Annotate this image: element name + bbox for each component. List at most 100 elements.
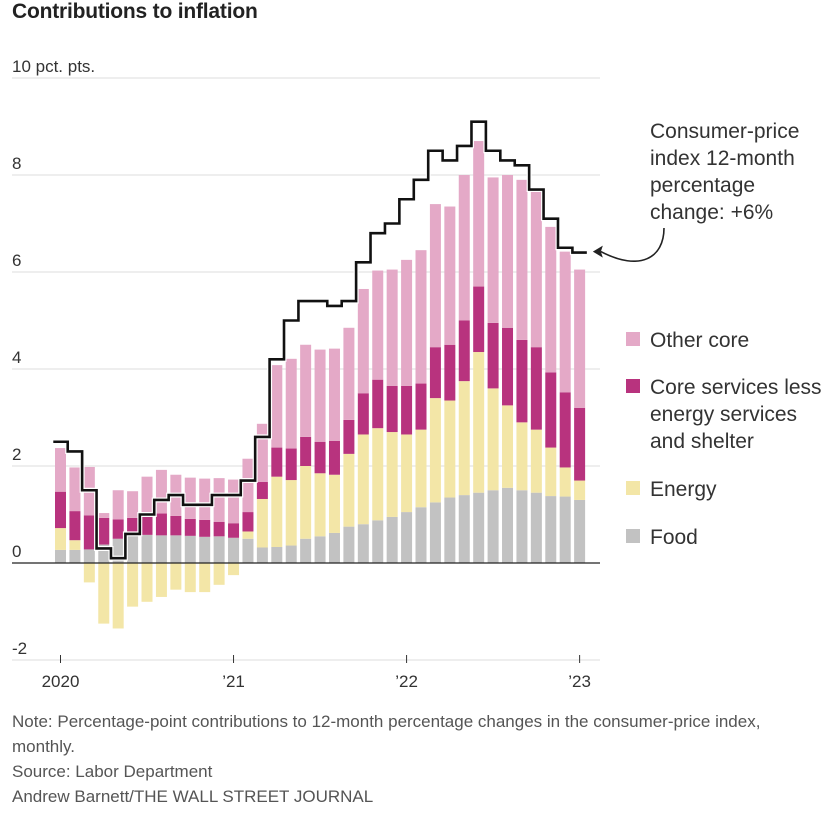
bar-segment — [300, 436, 312, 466]
bar-segment — [98, 563, 110, 624]
bar-segment — [141, 515, 153, 535]
bar-segment — [127, 563, 139, 607]
bar-segment — [155, 513, 167, 536]
bar-segment — [256, 482, 268, 499]
cpi-total-line — [53, 119, 587, 561]
bar-segment — [415, 507, 427, 563]
bar-segment — [242, 531, 254, 539]
bar-segment — [559, 392, 571, 468]
bar-segment — [285, 480, 297, 546]
bar-segment — [473, 492, 485, 563]
bar-segment — [112, 519, 124, 539]
bar-segment — [256, 498, 268, 548]
bar-segment — [545, 447, 557, 497]
bar-segment — [228, 479, 240, 524]
bar-segment — [228, 563, 240, 576]
bar-segment — [300, 466, 312, 539]
bar-segment — [83, 549, 95, 563]
bar-segment — [271, 546, 283, 563]
bar-segment — [516, 490, 528, 563]
y-tick-label: 0 — [12, 542, 21, 561]
y-tick-label: 10 pct. pts. — [12, 57, 95, 76]
bar-segment — [127, 491, 139, 518]
bar-segment — [429, 347, 441, 399]
legend-label: Energy — [650, 478, 717, 501]
bar-segment — [141, 534, 153, 563]
bar-segment — [314, 536, 326, 563]
bar-segment — [328, 474, 340, 533]
legend-swatch — [626, 481, 640, 495]
bar-segment — [530, 492, 542, 563]
bar-segment — [112, 563, 124, 629]
x-tick-label: ’23 — [568, 672, 591, 691]
y-tick-label: -2 — [12, 639, 27, 658]
bar-segment — [328, 348, 340, 441]
bar-segment — [386, 269, 398, 386]
bar-segment — [69, 540, 81, 550]
bar-segment — [256, 423, 268, 483]
bar-segment — [213, 536, 225, 563]
bar-segment — [502, 175, 514, 328]
bar-segment — [559, 467, 571, 497]
bar-segment — [184, 535, 196, 563]
bar-segment — [530, 347, 542, 430]
bar-segment — [141, 563, 153, 602]
bar-segment — [444, 206, 456, 345]
bar-segment — [155, 563, 167, 597]
bar-segment — [530, 429, 542, 493]
legend-swatch — [626, 379, 640, 393]
bar-segment — [199, 563, 211, 593]
bar-segment — [487, 490, 499, 563]
bars — [55, 141, 586, 629]
bar-segment — [314, 473, 326, 537]
annotation-arrowhead — [592, 245, 603, 258]
bar-segment — [271, 447, 283, 477]
bar-segment — [98, 517, 110, 545]
bar-segment — [516, 339, 528, 423]
x-tick-label: ’21 — [222, 672, 245, 691]
bar-segment — [184, 563, 196, 593]
bar-segment — [256, 547, 268, 563]
bar-segment — [458, 381, 470, 496]
legend-label: Core services less — [650, 376, 822, 399]
y-axis-ticks: 10 pct. pts. 8 6 4 2 0 -2 — [12, 57, 95, 658]
cpi-line — [53, 120, 587, 560]
bar-segment — [184, 518, 196, 536]
annotation-line: change: +6% — [650, 201, 773, 224]
annotation-arrow — [600, 227, 665, 262]
bar-segment — [343, 419, 355, 454]
x-tick-label: 2020 — [42, 672, 80, 691]
bar-segment — [429, 502, 441, 563]
bar-segment — [300, 538, 312, 563]
legend-swatch — [626, 529, 640, 543]
x-tick-label: ’22 — [395, 672, 418, 691]
bar-segment — [285, 358, 297, 449]
bar-segment — [55, 549, 66, 563]
bar-segment — [574, 480, 586, 500]
bar-segment — [444, 400, 456, 498]
bar-segment — [502, 405, 514, 488]
annotation-line: index 12-month — [650, 147, 795, 170]
bar-segment — [343, 453, 355, 527]
bar-segment — [55, 448, 66, 492]
bar-segment — [199, 536, 211, 563]
bar-segment — [502, 487, 514, 563]
chart-notes: Note: Percentage-point contributions to … — [12, 709, 812, 809]
bar-segment — [228, 523, 240, 538]
y-tick-label: 8 — [12, 154, 21, 173]
bar-segment — [545, 496, 557, 563]
bar-segment — [429, 398, 441, 503]
annotation-line: percentage — [650, 174, 755, 197]
bar-segment — [285, 448, 297, 481]
bar-segment — [112, 538, 124, 563]
bar-segment — [357, 434, 369, 525]
bar-segment — [357, 288, 369, 394]
legend-label: Other core — [650, 329, 749, 352]
legend: Other core Core services less energy servi… — [626, 329, 822, 549]
bar-segment — [487, 388, 499, 491]
x-axis: 2020 ’21 ’22 ’23 — [42, 655, 591, 691]
bar-segment — [213, 478, 225, 522]
bar-segment — [372, 428, 384, 521]
bar-segment — [98, 544, 110, 563]
bar-segment — [516, 179, 528, 340]
